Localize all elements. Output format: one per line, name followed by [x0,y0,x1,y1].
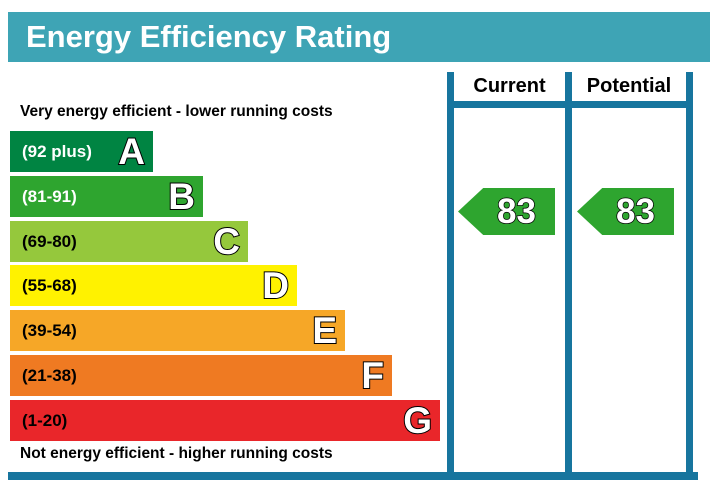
band-a-range: (92 plus) [22,141,92,161]
band-d-range: (55-68) [22,275,77,295]
current-column-header: Current [473,75,546,97]
band-d: (55-68) D [10,264,297,307]
current-rating-arrow: 83 [458,188,555,235]
band-e: (39-54) E [10,309,345,352]
band-g-letter: G [402,399,433,442]
potential-column-header: Potential [586,75,672,97]
table-border-left [447,72,454,472]
band-f-letter: F [360,354,385,397]
band-b: (81-91) B [10,175,203,218]
table-border-right [686,72,693,472]
title-bar: Energy Efficiency Rating [8,12,710,62]
band-g: (1-20) G [10,399,440,442]
page-title: Energy Efficiency Rating [26,19,392,54]
band-a-letter: A [117,130,146,173]
current-rating-value: 83 [496,191,536,232]
band-c-range: (69-80) [22,231,77,251]
band-e-range: (39-54) [22,320,77,340]
band-g-range: (1-20) [22,410,68,430]
band-f: (21-38) F [10,354,392,397]
band-c-letter: C [212,220,241,263]
band-a: (92 plus) A [10,130,153,173]
header-underline [447,101,693,108]
table-border-middle [565,72,572,472]
band-b-range: (81-91) [22,186,77,206]
potential-rating-value: 83 [615,191,655,232]
band-b-letter: B [167,175,196,218]
caption-very-efficient: Very energy efficient - lower running co… [20,103,333,120]
band-d-letter: D [261,264,290,307]
band-f-range: (21-38) [22,365,77,385]
band-c: (69-80) C [10,220,248,263]
band-e-letter: E [311,309,338,352]
potential-rating-arrow: 83 [577,188,674,235]
table-bottom-bar [8,472,698,480]
caption-not-efficient: Not energy efficient - higher running co… [20,445,333,462]
